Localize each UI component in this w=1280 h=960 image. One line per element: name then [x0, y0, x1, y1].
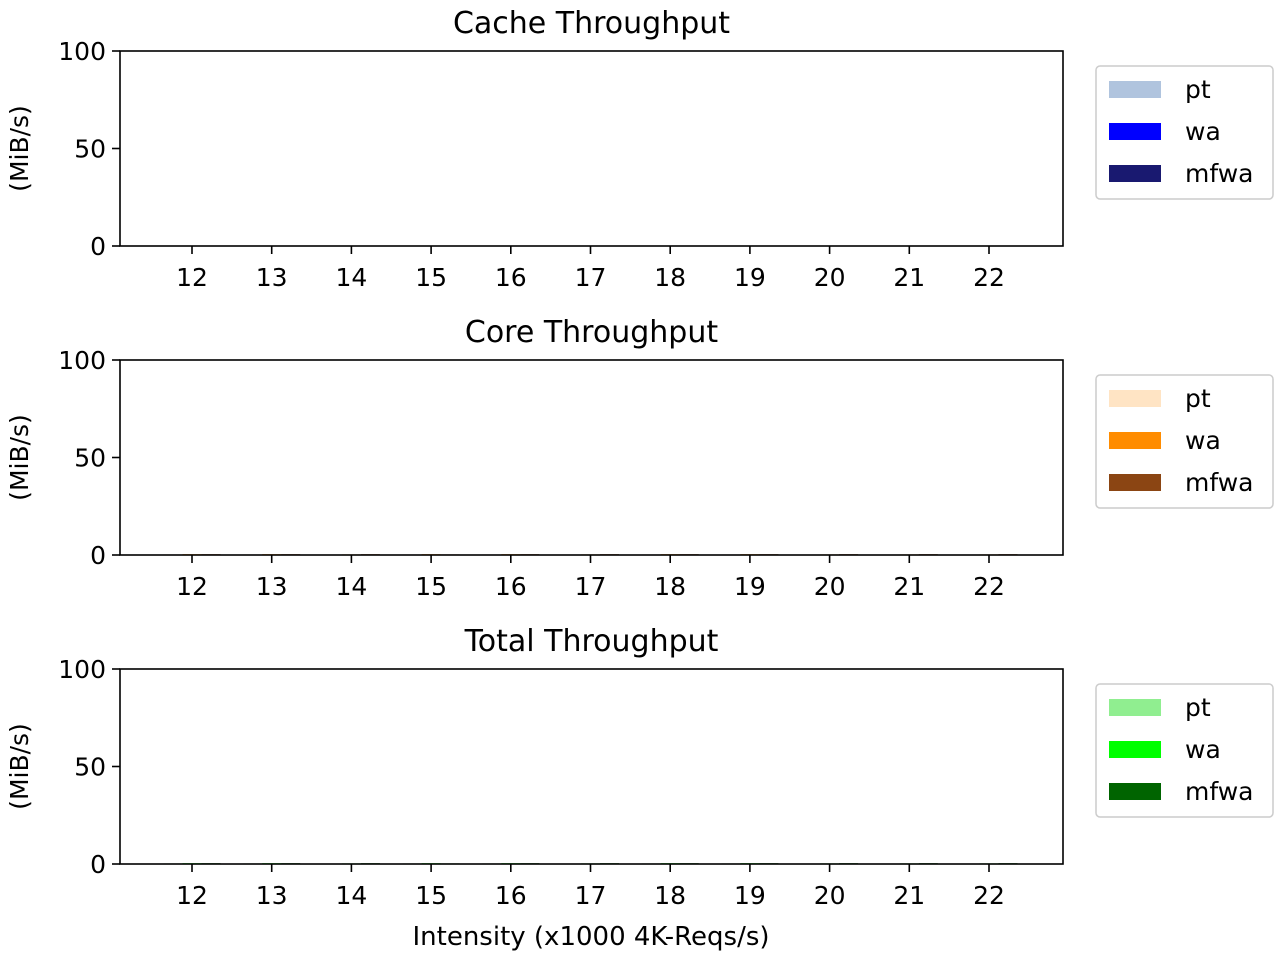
- legend-swatch-wa: [1109, 741, 1161, 758]
- legend-swatch-wa: [1109, 123, 1161, 140]
- y-tick-label: 100: [58, 655, 106, 684]
- x-tick-label: 20: [814, 881, 846, 910]
- y-axis-label: (MiB/s): [5, 105, 34, 192]
- legend-label-pt: pt: [1185, 384, 1211, 413]
- y-tick-label: 0: [90, 850, 106, 879]
- legend-label-wa: wa: [1185, 426, 1221, 455]
- x-tick-label: 16: [495, 572, 527, 601]
- legend-label-wa: wa: [1185, 735, 1221, 764]
- x-tick-label: 18: [654, 263, 686, 292]
- x-tick-label: 18: [654, 572, 686, 601]
- x-tick-label: 21: [893, 572, 925, 601]
- x-tick-label: 16: [495, 881, 527, 910]
- panel-title: Core Throughput: [465, 315, 718, 350]
- x-tick-label: 21: [893, 881, 925, 910]
- legend-label-wa: wa: [1185, 117, 1221, 146]
- x-tick-label: 15: [415, 881, 447, 910]
- legend-swatch-pt: [1109, 81, 1161, 98]
- y-axis-label: (MiB/s): [5, 414, 34, 501]
- x-tick-label: 22: [973, 263, 1005, 292]
- x-tick-label: 12: [176, 263, 208, 292]
- x-tick-label: 16: [495, 263, 527, 292]
- x-tick-label: 14: [335, 881, 367, 910]
- y-tick-label: 50: [74, 444, 106, 473]
- legend-label-mfwa: mfwa: [1185, 468, 1253, 497]
- panel-3: Total Throughput 0 50 100 12 13 14 15 16 17 18 19 20…: [5, 624, 1274, 910]
- y-tick-label: 50: [74, 753, 106, 782]
- y-tick-label: 0: [90, 541, 106, 570]
- x-tick-label: 22: [973, 881, 1005, 910]
- legend: pt wa mfwa: [1095, 683, 1274, 818]
- y-axis-label: (MiB/s): [5, 723, 34, 810]
- panel-2: Core Throughput 0 50 100 12 13 14 15 16 17 18 19 20 2…: [5, 315, 1274, 601]
- x-tick-label: 19: [734, 572, 766, 601]
- x-tick-label: 13: [256, 572, 288, 601]
- x-axis-label: Intensity (x1000 4K-Reqs/s): [412, 922, 769, 952]
- x-tick-label: 12: [176, 881, 208, 910]
- x-tick-label: 15: [415, 572, 447, 601]
- legend: pt wa mfwa: [1095, 65, 1274, 200]
- panel-1: Cache Throughput 0 50 100 12 13 14 15 16 17 18 19 20…: [5, 6, 1274, 292]
- legend-label-mfwa: mfwa: [1185, 777, 1253, 806]
- x-tick-label: 22: [973, 572, 1005, 601]
- y-tick-label: 0: [90, 232, 106, 261]
- y-tick-label: 100: [58, 346, 106, 375]
- legend-swatch-mfwa: [1109, 165, 1161, 182]
- x-tick-label: 15: [415, 263, 447, 292]
- x-tick-label: 14: [335, 263, 367, 292]
- legend-label-mfwa: mfwa: [1185, 159, 1253, 188]
- x-tick-label: 13: [256, 263, 288, 292]
- legend-label-pt: pt: [1185, 75, 1211, 104]
- y-tick-label: 50: [74, 135, 106, 164]
- legend: pt wa mfwa: [1095, 374, 1274, 509]
- legend-swatch-wa: [1109, 432, 1161, 449]
- x-tick-label: 17: [575, 263, 607, 292]
- x-tick-label: 12: [176, 572, 208, 601]
- legend-label-pt: pt: [1185, 693, 1211, 722]
- panel-title: Cache Throughput: [453, 6, 730, 41]
- x-tick-label: 19: [734, 263, 766, 292]
- x-tick-label: 20: [814, 263, 846, 292]
- legend-swatch-mfwa: [1109, 783, 1161, 800]
- legend-swatch-pt: [1109, 699, 1161, 716]
- x-tick-label: 19: [734, 881, 766, 910]
- x-tick-label: 17: [575, 881, 607, 910]
- x-tick-label: 18: [654, 881, 686, 910]
- x-tick-label: 17: [575, 572, 607, 601]
- legend-swatch-mfwa: [1109, 474, 1161, 491]
- legend-swatch-pt: [1109, 390, 1161, 407]
- x-tick-label: 14: [335, 572, 367, 601]
- x-tick-label: 13: [256, 881, 288, 910]
- panel-title: Total Throughput: [464, 624, 719, 659]
- x-tick-label: 21: [893, 263, 925, 292]
- y-tick-label: 100: [58, 37, 106, 66]
- x-tick-label: 20: [814, 572, 846, 601]
